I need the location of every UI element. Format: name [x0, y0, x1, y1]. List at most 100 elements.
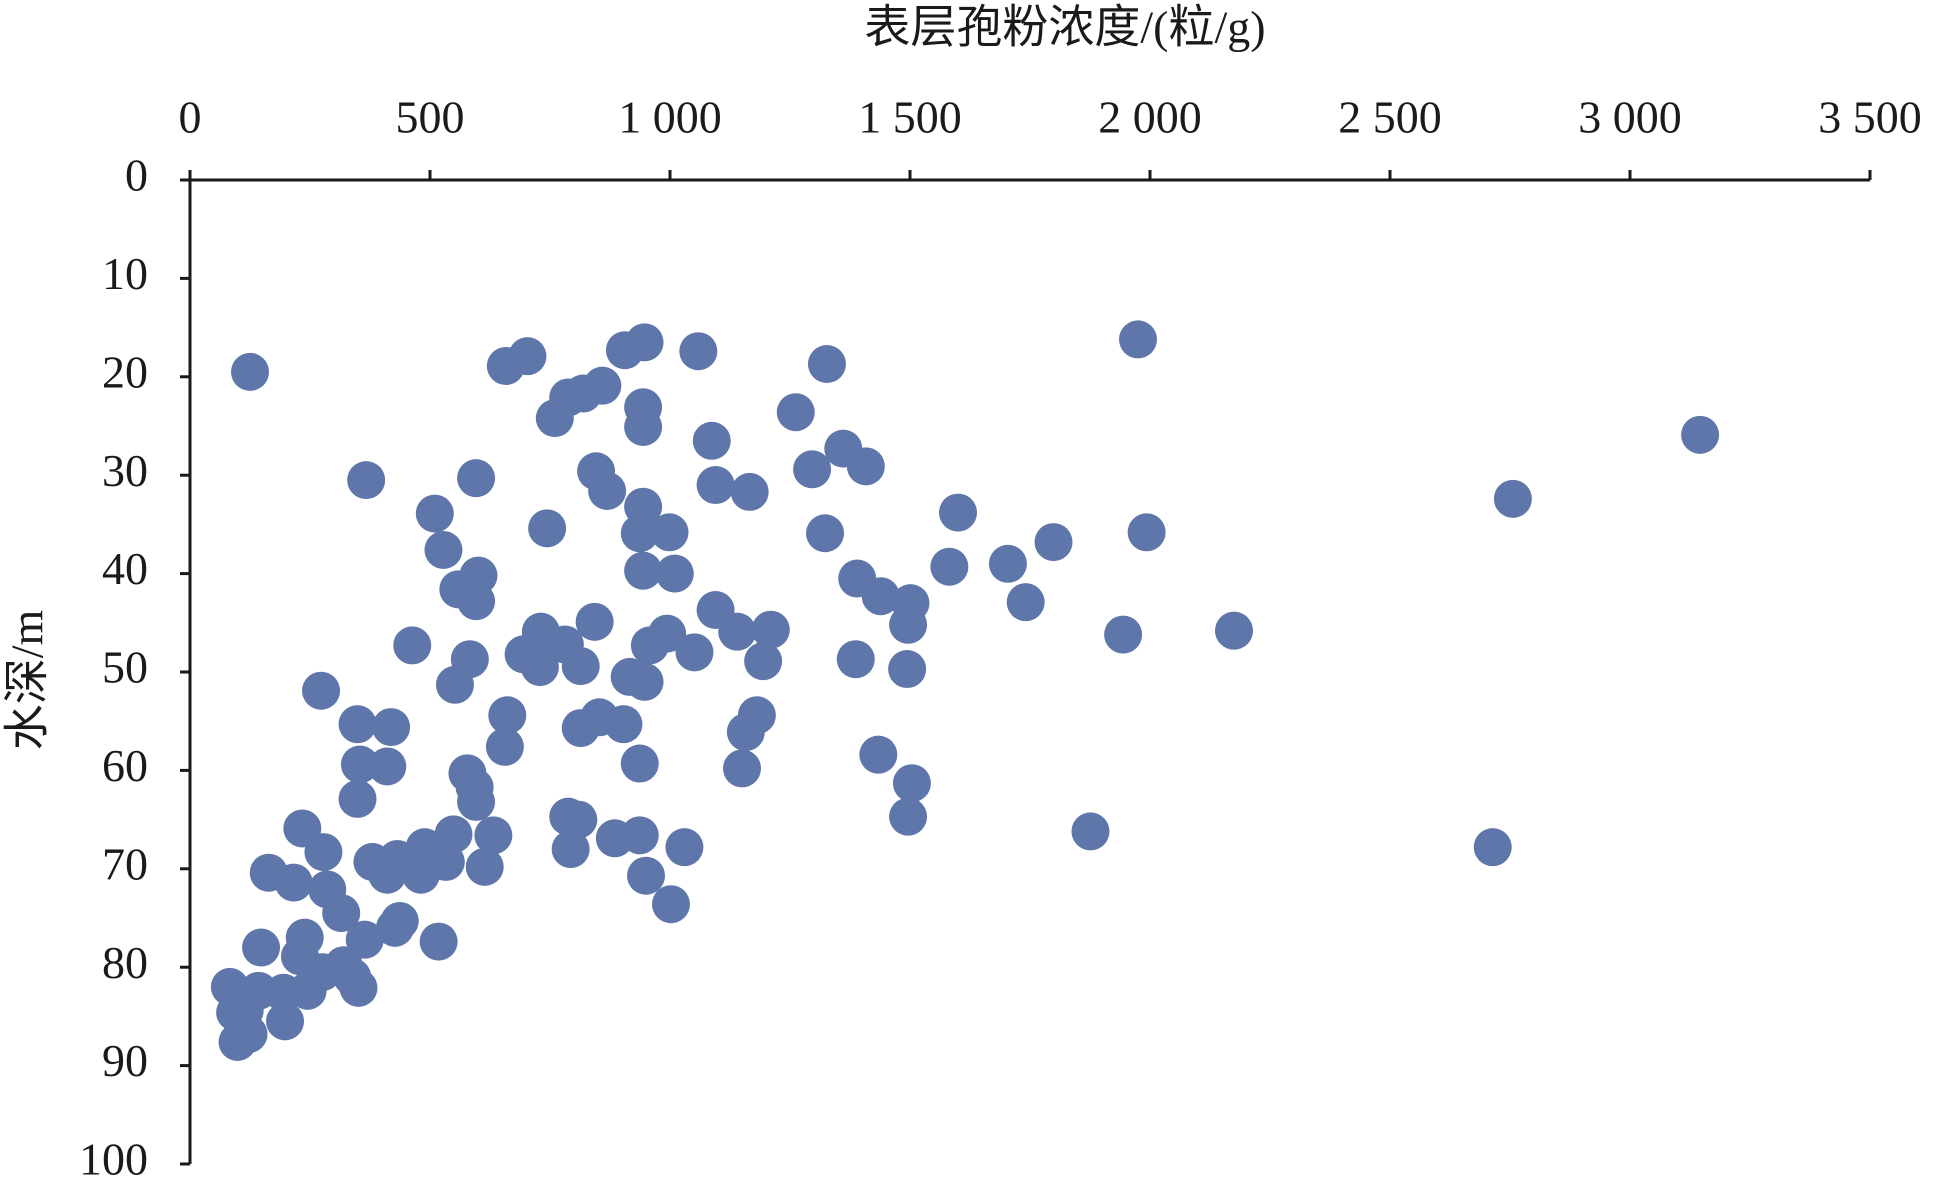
point: [274, 863, 313, 902]
point: [836, 640, 875, 679]
y-tick-label: 40: [102, 543, 148, 594]
point: [588, 471, 627, 510]
x-tick-label: 2 500: [1338, 92, 1442, 143]
point: [1127, 513, 1166, 552]
point: [559, 800, 598, 839]
point: [474, 816, 513, 855]
point: [650, 513, 689, 552]
point: [218, 1022, 257, 1061]
x-tick-label: 3 000: [1578, 92, 1682, 143]
point: [888, 650, 927, 689]
point: [1681, 415, 1720, 454]
point: [508, 337, 547, 376]
y-tick-label: 30: [102, 445, 148, 496]
point: [583, 366, 622, 405]
point: [861, 577, 900, 616]
point: [575, 602, 614, 641]
point: [651, 885, 690, 924]
y-axis-title: 水深/m: [2, 610, 53, 751]
point: [401, 855, 440, 894]
point: [604, 705, 643, 744]
point: [726, 713, 765, 752]
point: [1119, 320, 1157, 359]
point: [528, 509, 567, 548]
point: [988, 544, 1027, 583]
point: [679, 332, 718, 371]
y-tick-label: 20: [102, 346, 148, 397]
point: [655, 554, 694, 593]
point: [488, 696, 527, 735]
point: [457, 459, 496, 498]
point: [744, 642, 783, 681]
point: [551, 830, 590, 869]
x-tick-label: 1 000: [618, 92, 722, 143]
point: [338, 705, 377, 744]
point: [718, 612, 757, 651]
point: [627, 856, 665, 895]
x-tick-label: 3 500: [1818, 92, 1922, 143]
point: [1006, 583, 1045, 622]
point: [665, 828, 704, 867]
point: [675, 633, 714, 672]
point: [859, 735, 898, 774]
point: [793, 450, 832, 489]
point: [625, 323, 664, 362]
y-tick-label: 100: [79, 1134, 148, 1185]
point: [457, 582, 496, 621]
point: [561, 647, 600, 686]
point: [624, 407, 663, 446]
point: [620, 744, 659, 783]
x-tick-label: 500: [396, 92, 465, 143]
point: [1215, 611, 1253, 650]
point: [419, 922, 458, 961]
point: [322, 894, 361, 933]
point: [338, 779, 377, 818]
point: [648, 614, 687, 653]
point: [1493, 479, 1532, 518]
point: [806, 514, 845, 553]
point: [266, 1002, 305, 1041]
point: [372, 708, 411, 747]
point: [415, 494, 454, 533]
point: [776, 393, 815, 432]
point: [345, 920, 384, 959]
y-tick-label: 60: [102, 740, 148, 791]
point: [889, 605, 928, 644]
point: [892, 764, 931, 803]
point: [520, 648, 559, 687]
point: [424, 530, 463, 569]
point: [889, 797, 928, 836]
point: [1104, 615, 1143, 654]
x-tick-label: 2 000: [1098, 92, 1202, 143]
y-tick-label: 90: [102, 1035, 148, 1086]
x-tick-label: 1 500: [858, 92, 962, 143]
point: [624, 551, 663, 590]
point: [696, 466, 735, 505]
x-tick-label: 0: [179, 92, 202, 143]
y-tick-label: 0: [125, 150, 148, 201]
point: [620, 514, 659, 553]
point: [302, 671, 341, 710]
point: [692, 421, 731, 460]
x-axis-title: 表层孢粉浓度/(粒/g): [864, 2, 1265, 53]
point: [939, 493, 977, 532]
y-tick-label: 80: [102, 937, 148, 988]
point: [620, 816, 659, 855]
point: [368, 855, 407, 894]
point: [846, 447, 885, 486]
point: [930, 547, 969, 586]
point: [435, 665, 474, 704]
point: [730, 472, 769, 511]
point: [625, 662, 664, 701]
y-tick-label: 70: [102, 838, 148, 889]
point: [375, 908, 414, 947]
point: [465, 847, 504, 886]
point: [723, 749, 761, 788]
point: [368, 747, 407, 786]
point: [347, 461, 386, 500]
point: [340, 745, 379, 784]
point: [393, 626, 432, 665]
y-tick-label: 10: [102, 248, 148, 299]
point: [485, 727, 524, 766]
point: [535, 399, 574, 438]
